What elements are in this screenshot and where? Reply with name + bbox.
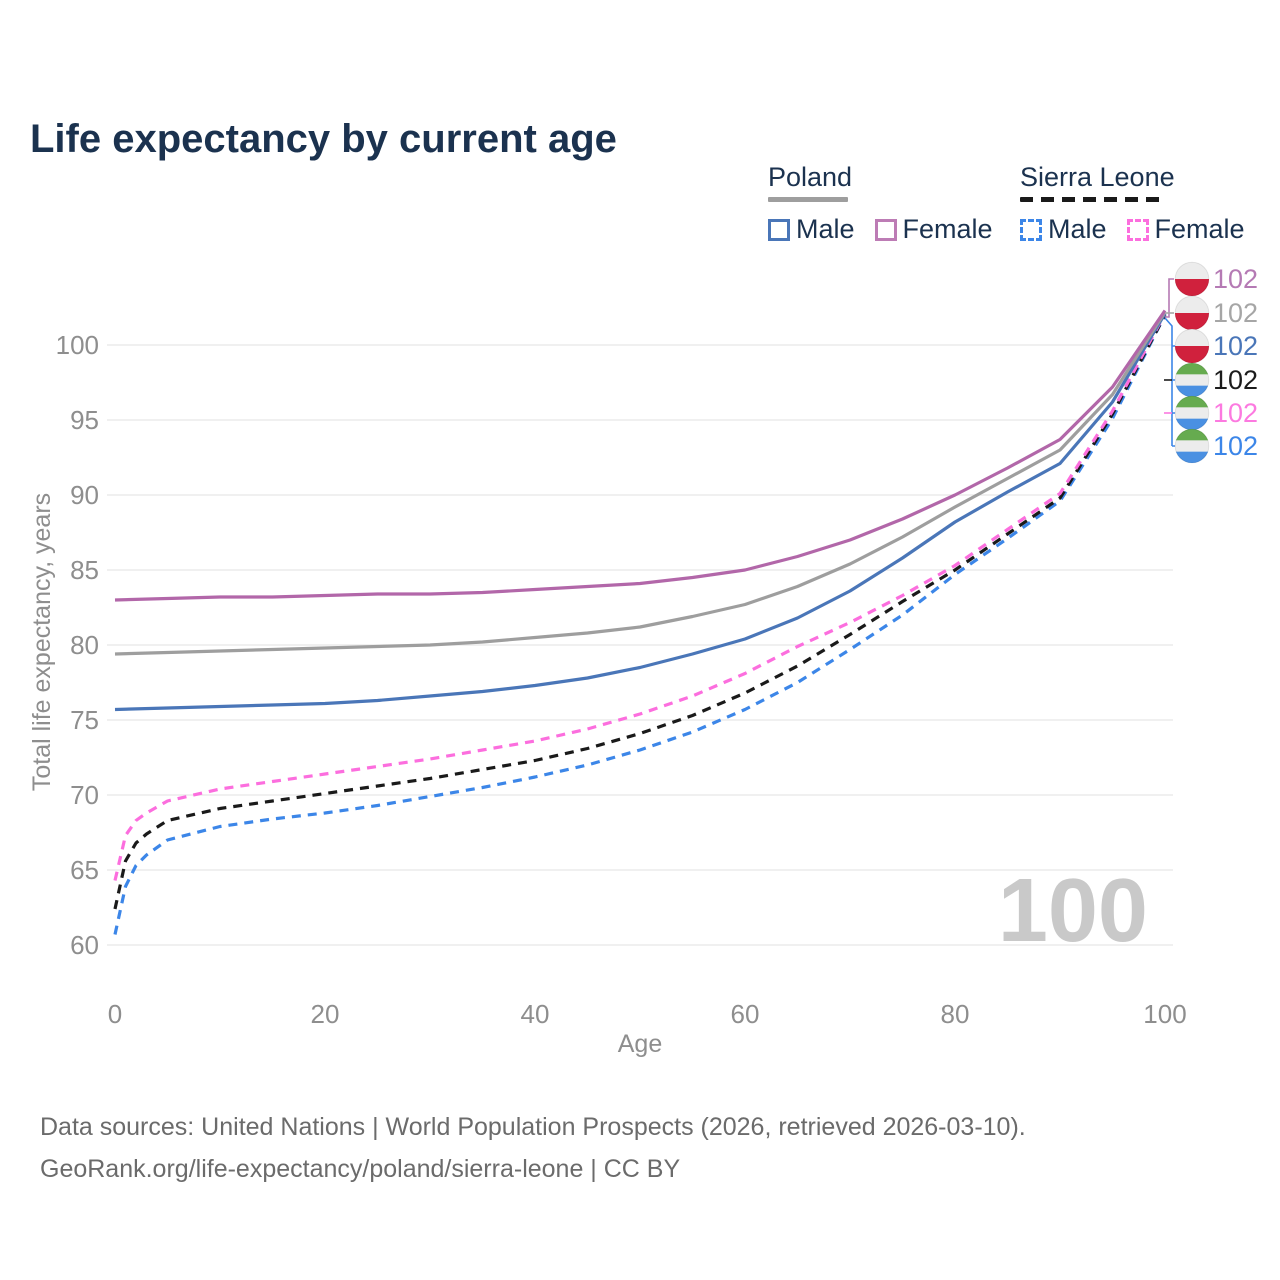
x-tick-0: 0 (108, 999, 122, 1029)
legend-group-sierra-leone: Sierra Leone Male Female (1020, 162, 1245, 245)
end-label-poland-all: 102 (1213, 298, 1258, 328)
flag-icon-poland (1174, 261, 1210, 297)
connector-sierra-leone-bracket (1164, 317, 1176, 447)
series-line-sierra-leone-all (113, 314, 1167, 910)
x-axis-title: Age (618, 1030, 662, 1058)
legend-item-label: Female (902, 214, 993, 244)
x-tick-20: 20 (311, 999, 340, 1029)
flag-icon-poland (1174, 328, 1210, 364)
y-tick-75: 75 (70, 705, 99, 735)
poland-female-swatch-icon (874, 218, 897, 241)
series-line-sierra-leone-female (113, 312, 1167, 881)
y-tick-95: 95 (70, 405, 99, 435)
y-tick-80: 80 (70, 630, 99, 660)
legend-country-label-sierra-leone: Sierra Leone (1020, 162, 1175, 192)
y-tick-65: 65 (70, 855, 99, 885)
series-line-poland-all (114, 311, 1167, 656)
end-label-sierra-leone-male: 102 (1213, 431, 1258, 461)
x-tick-80: 80 (941, 999, 970, 1029)
legend-item-poland-female[interactable]: Female (874, 214, 993, 245)
age-counter-watermark: 100 (998, 861, 1148, 961)
flag-icon-poland (1174, 295, 1210, 331)
footer-sources-line: Data sources: United Nations | World Pop… (40, 1113, 1026, 1141)
connector-poland-female (1165, 278, 1174, 318)
footer-attribution-line: GeoRank.org/life-expectancy/poland/sierr… (40, 1155, 681, 1183)
end-label-poland-male: 102 (1213, 331, 1258, 361)
data-source-footer: Data sources: United Nations | World Pop… (40, 1106, 1026, 1190)
legend-item-label: Female (1154, 214, 1245, 244)
flag-icon-sierra-leone (1174, 395, 1210, 431)
series-line-poland-female (114, 309, 1167, 602)
y-axis-title: Total life expectancy, years (28, 493, 56, 791)
x-tick-40: 40 (521, 999, 550, 1029)
flag-icon-sierra-leone (1174, 362, 1210, 398)
series-line-poland-male (114, 312, 1167, 712)
sierra-leone-line-key (1020, 197, 1163, 202)
end-label-poland-female: 102 (1213, 264, 1258, 294)
y-tick-100: 100 (56, 330, 99, 360)
y-tick-90: 90 (70, 480, 99, 510)
y-tick-85: 85 (70, 555, 99, 585)
page-title: Life expectancy by current age (30, 116, 617, 161)
legend-country-label-poland: Poland (768, 162, 853, 192)
y-tick-60: 60 (70, 930, 99, 960)
sierra-leone-female-swatch-icon (1126, 218, 1149, 241)
poland-male-swatch-icon (768, 218, 790, 241)
poland-line-key (768, 197, 848, 202)
legend-item-label: Male (1048, 214, 1107, 244)
end-label-sierra-leone-all: 102 (1213, 365, 1258, 395)
legend-item-poland-male[interactable]: Male (768, 214, 855, 245)
flag-icon-sierra-leone (1174, 428, 1210, 464)
sierra-leone-male-swatch-icon (1020, 218, 1042, 241)
legend-group-poland: Poland Male Female (768, 162, 993, 245)
x-tick-100: 100 (1143, 999, 1186, 1029)
legend-item-sierra-leone-female[interactable]: Female (1126, 214, 1245, 245)
end-label-sierra-leone-female: 102 (1213, 398, 1258, 428)
legend-item-sierra-leone-male[interactable]: Male (1020, 214, 1107, 245)
y-tick-70: 70 (70, 780, 99, 810)
series-line-sierra-leone-male (113, 314, 1167, 935)
legend-item-label: Male (796, 214, 855, 244)
x-tick-60: 60 (731, 999, 760, 1029)
